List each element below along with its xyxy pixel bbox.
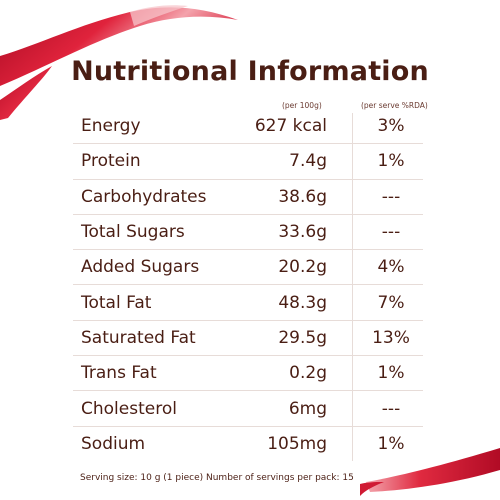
table-row-sodium: Sodium 105mg 1% — [73, 427, 423, 462]
per-100g-value: 627 kcal — [254, 116, 327, 137]
table-row-total-sugars: Total Sugars 33.6g --- — [73, 215, 423, 251]
nutrient-name: Total Sugars — [81, 222, 185, 243]
table-row-protein: Protein 7.4g 1% — [73, 144, 423, 180]
per-serve-rda-value: 7% — [377, 292, 405, 313]
table-row-added-sugars: Added Sugars 20.2g 4% — [73, 250, 423, 286]
per-serve-rda-value: --- — [381, 222, 401, 243]
column-divider — [352, 113, 353, 461]
nutrient-name: Saturated Fat — [81, 327, 196, 348]
page-title: Nutritional Information — [71, 56, 429, 87]
per-serve-rda-value: 1% — [377, 151, 405, 172]
nutrient-name: Trans Fat — [81, 363, 157, 384]
per-serve-rda-value: 1% — [377, 363, 405, 384]
nutrient-name: Protein — [81, 151, 141, 172]
nutrient-name: Total Fat — [81, 292, 152, 313]
per-serve-rda-value: 3% — [377, 116, 405, 137]
column-header-per-100g: (per 100g) — [282, 101, 322, 110]
per-100g-value: 33.6g — [278, 222, 327, 243]
per-100g-value: 20.2g — [278, 257, 327, 278]
per-serve-rda-value: --- — [381, 398, 401, 419]
per-100g-value: 7.4g — [289, 151, 327, 172]
nutrient-name: Energy — [81, 116, 141, 137]
per-100g-value: 38.6g — [278, 186, 327, 207]
nutrition-table: Energy 627 kcal 3% Protein 7.4g 1% Carbo… — [73, 109, 423, 462]
nutrient-name: Sodium — [81, 434, 146, 455]
table-row-energy: Energy 627 kcal 3% — [73, 109, 423, 145]
per-serve-rda-value: 1% — [377, 434, 405, 455]
nutrient-name: Carbohydrates — [81, 186, 207, 207]
table-row-saturated-fat: Saturated Fat 29.5g 13% — [73, 321, 423, 357]
per-100g-value: 48.3g — [278, 292, 327, 313]
table-row-trans-fat: Trans Fat 0.2g 1% — [73, 356, 423, 392]
table-row-total-fat: Total Fat 48.3g 7% — [73, 285, 423, 321]
per-serve-rda-value: 4% — [377, 257, 405, 278]
per-100g-value: 105mg — [267, 434, 327, 455]
column-header-per-serve-rda: (per serve %RDA) — [361, 101, 428, 110]
per-serve-rda-value: --- — [381, 186, 401, 207]
per-100g-value: 29.5g — [278, 327, 327, 348]
nutrient-name: Added Sugars — [81, 257, 200, 278]
nutrient-name: Cholesterol — [81, 398, 177, 419]
serving-size-footnote: Serving size: 10 g (1 piece) Number of s… — [80, 473, 354, 483]
table-row-cholesterol: Cholesterol 6mg --- — [73, 391, 423, 427]
per-100g-value: 0.2g — [289, 363, 327, 384]
per-100g-value: 6mg — [288, 398, 327, 419]
table-row-carbohydrates: Carbohydrates 38.6g --- — [73, 180, 423, 215]
per-serve-rda-value: 13% — [372, 327, 410, 348]
